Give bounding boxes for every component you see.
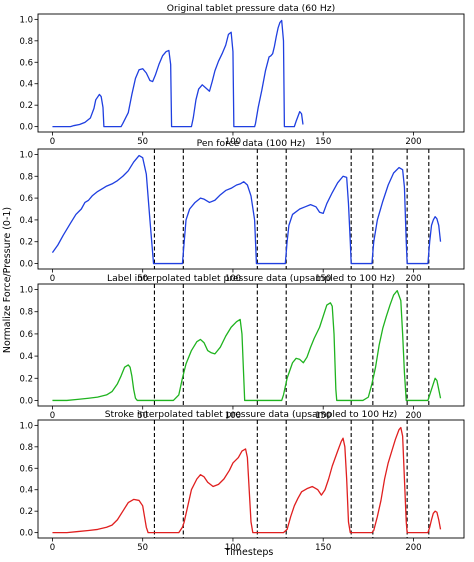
x-tick-label: 200: [405, 137, 421, 147]
figure-ylabel: Normalize Force/Pressure (0-1): [2, 207, 13, 353]
data-series-line: [52, 19, 304, 128]
y-tick-label: 0.0: [19, 529, 33, 539]
plot-frame: [37, 148, 465, 270]
y-tick-label: 0.0: [19, 123, 33, 133]
x-tick-label: 0: [50, 137, 55, 147]
y-tick-label: 0.0: [19, 260, 33, 270]
x-tick-label: 50: [137, 274, 148, 284]
x-tick-label: 150: [315, 274, 331, 284]
x-tick-label: 150: [315, 411, 331, 421]
x-tick-label: 200: [405, 543, 421, 553]
y-tick-label: 0.8: [19, 308, 33, 318]
chart-title: Stroke interpolated tablet pressure data…: [105, 409, 398, 420]
y-tick-label: 0.4: [19, 216, 33, 226]
plot-frame: [37, 13, 465, 133]
x-tick-label: 50: [137, 137, 148, 147]
x-tick-label: 150: [315, 137, 331, 147]
y-tick-label: 0.2: [19, 101, 33, 111]
y-tick-label: 1.0: [19, 150, 33, 160]
plot-frame: [37, 419, 465, 539]
chart-panels: Original tablet pressure data (60 Hz) 0 50…: [19, 3, 465, 553]
x-tick-label: 100: [225, 543, 241, 553]
y-tick-label: 0.4: [19, 486, 33, 496]
y-tick-label: 0.6: [19, 58, 33, 68]
y-tick-label: 0.6: [19, 194, 33, 204]
chart-panel: Original tablet pressure data (60 Hz) 0 50…: [19, 3, 465, 147]
chart-panel: Pen force data (100 Hz) 0 50 100 150 200 0.0 0.…: [19, 138, 465, 284]
data-series-line: [51, 154, 442, 265]
x-tick-label: 0: [50, 411, 55, 421]
y-tick-label: 0.8: [19, 37, 33, 47]
y-tick-label: 1.0: [19, 421, 33, 431]
chart-title: Pen force data (100 Hz): [197, 138, 306, 149]
figure-xlabel: Timesteps: [224, 547, 274, 558]
x-tick-label: 200: [405, 411, 421, 421]
y-tick-label: 0.2: [19, 374, 33, 384]
x-tick-label: 0: [50, 543, 55, 553]
y-tick-label: 0.8: [19, 443, 33, 453]
chart-panel: Stroke interpolated tablet pressure data…: [19, 409, 465, 553]
y-tick-label: 0.2: [19, 238, 33, 248]
y-tick-label: 0.4: [19, 352, 33, 362]
x-tick-label: 0: [50, 274, 55, 284]
y-tick-label: 0.8: [19, 172, 33, 182]
y-tick-label: 1.0: [19, 15, 33, 25]
x-tick-label: 100: [225, 274, 241, 284]
y-tick-label: 1.0: [19, 286, 33, 296]
x-tick-label: 200: [405, 274, 421, 284]
x-tick-label: 50: [137, 411, 148, 421]
y-tick-label: 0.4: [19, 80, 33, 90]
plot-frame: [37, 283, 465, 407]
x-tick-label: 50: [137, 543, 148, 553]
chart-title: Original tablet pressure data (60 Hz): [167, 3, 335, 14]
y-tick-label: 0.2: [19, 507, 33, 517]
chart-panel: Label interpolated tablet pressure data …: [19, 273, 465, 421]
chart-title: Label interpolated tablet pressure data …: [107, 273, 395, 284]
data-series-line: [52, 426, 442, 534]
y-tick-label: 0.6: [19, 464, 33, 474]
x-tick-label: 100: [225, 411, 241, 421]
x-tick-label: 150: [315, 543, 331, 553]
y-tick-label: 0.6: [19, 330, 33, 340]
data-series-line: [52, 289, 442, 402]
y-tick-label: 0.0: [19, 396, 33, 406]
x-tick-label: 100: [225, 137, 241, 147]
